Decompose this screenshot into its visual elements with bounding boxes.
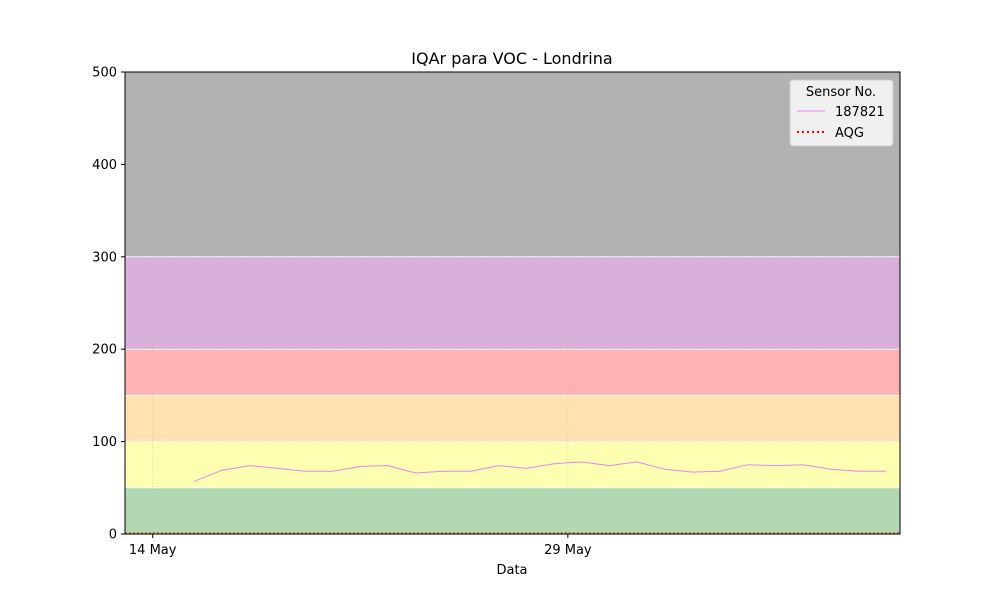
aqi-band-3: [125, 349, 900, 396]
x-tick-label: 29 May: [544, 543, 592, 558]
y-tick-label: 400: [92, 158, 117, 173]
y-tick-label: 500: [92, 66, 117, 81]
x-axis: 14 May 29 May: [129, 534, 592, 558]
y-tick-label: 0: [109, 528, 117, 543]
aqi-band-4: [125, 256, 900, 350]
y-tick-label: 300: [92, 250, 117, 265]
chart-title: IQAr para VOC - Londrina: [411, 49, 612, 68]
legend-label-187821: 187821: [835, 105, 885, 120]
series-line-187821: [194, 461, 887, 482]
series-layer: [125, 461, 900, 534]
legend-box: [789, 79, 894, 147]
legend: Sensor No. 187821 AQG: [789, 79, 894, 147]
y-tick-label: 200: [92, 343, 117, 358]
plot-frame: [124, 71, 901, 535]
aqi-bands: [125, 72, 900, 534]
x-axis-label: Data: [496, 563, 527, 578]
x-tick-label: 14 May: [129, 543, 177, 558]
legend-label-aqg: AQG: [835, 126, 864, 141]
legend-title: Sensor No.: [806, 85, 876, 100]
y-tick-label: 100: [92, 435, 117, 450]
y-axis: 0 100 200 300 400 500: [92, 66, 125, 543]
aqi-band-1: [125, 441, 900, 488]
aqi-band-2: [125, 395, 900, 442]
aqi-band-0: [125, 487, 900, 534]
grid-lines: [125, 72, 900, 534]
